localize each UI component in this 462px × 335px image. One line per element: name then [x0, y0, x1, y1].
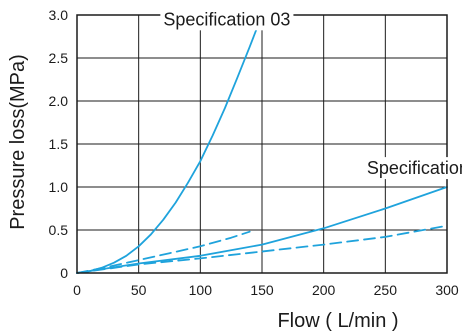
tick-labels: 0 50 100 150 200 250 300 0 0.5 1.0 1.5 2.0 2.5 3.0: [49, 7, 459, 298]
y-tick-label-3: 1.5: [49, 136, 69, 152]
y-tick-label-5: 2.5: [49, 50, 69, 66]
series-line-3: [76, 186, 448, 274]
series-line-4: [76, 224, 448, 274]
x-tick-label-3: 150: [250, 282, 274, 298]
series-group: [76, 14, 448, 274]
x-tick-label-5: 250: [374, 282, 398, 298]
annotation-2: Specification 06: [367, 158, 462, 178]
series-line-1: [76, 14, 263, 274]
y-axis-label: Pressure loss(MPa): [7, 54, 29, 230]
annotation-1: Specification 03: [163, 9, 290, 29]
y-tick-label-1: 0.5: [49, 222, 69, 238]
x-tick-label-0: 0: [73, 282, 81, 298]
y-tick-label-4: 2.0: [49, 93, 69, 109]
annotation-bg-2: [363, 157, 462, 180]
y-tick-label-0: 0: [60, 265, 68, 281]
y-tick-label-2: 1.0: [49, 179, 69, 195]
x-axis-label: Flow ( L/min ): [277, 310, 398, 332]
annotations: Specification 03 Specification 06: [160, 8, 462, 180]
x-tick-label-6: 300: [435, 282, 459, 298]
y-tick-label-6: 3.0: [49, 7, 69, 23]
x-tick-label-4: 200: [312, 282, 336, 298]
series-line-2: [76, 230, 251, 274]
grid: [77, 15, 447, 273]
x-tick-label-1: 50: [131, 282, 147, 298]
x-tick-label-2: 100: [189, 282, 213, 298]
annotation-bg-1: [160, 8, 294, 31]
